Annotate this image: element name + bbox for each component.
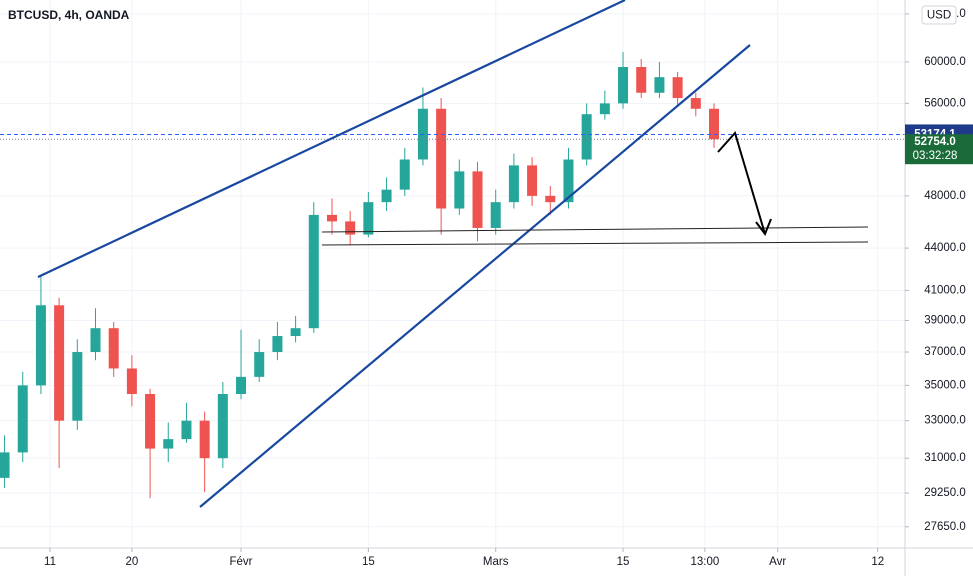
candle-body xyxy=(563,159,574,203)
candle-body xyxy=(618,67,629,104)
x-tick-label: Avr xyxy=(769,556,786,568)
candle-body xyxy=(17,385,28,453)
last-price-label: 52754.0 xyxy=(914,136,956,148)
y-tick-label: 39000.0 xyxy=(924,314,966,326)
x-tick-label: 20 xyxy=(125,556,138,568)
symbol-title: BTCUSD, 4h, OANDA xyxy=(8,8,130,22)
candle-body xyxy=(345,221,356,235)
candle-body xyxy=(599,103,610,115)
candle-body xyxy=(654,77,665,93)
candle-body xyxy=(126,368,137,395)
x-tick-label: Févr xyxy=(230,556,253,568)
candle-body xyxy=(527,165,538,196)
y-tick-label: 56000.0 xyxy=(924,97,966,109)
candle-body xyxy=(381,189,392,203)
candle-body xyxy=(254,352,265,377)
candle-body xyxy=(72,352,83,421)
candle-body xyxy=(181,420,192,440)
candle-body xyxy=(581,114,592,160)
candle-body xyxy=(272,336,283,353)
candle-body xyxy=(326,214,337,222)
x-tick-label: 13:00 xyxy=(691,556,720,568)
candle-body xyxy=(308,214,319,329)
y-tick-label: 37000.0 xyxy=(924,346,966,358)
candle-body xyxy=(199,420,210,459)
candle-body xyxy=(54,305,65,421)
x-tick-label: Mars xyxy=(483,556,509,568)
candle-body xyxy=(290,328,301,337)
candle-body xyxy=(454,171,465,209)
support-line xyxy=(321,226,869,233)
candle-body xyxy=(472,171,483,228)
candle-body xyxy=(0,452,10,478)
projection-arrow xyxy=(717,130,766,235)
candle-body xyxy=(690,98,701,109)
x-tick-label: 12 xyxy=(871,556,884,568)
last-price-box xyxy=(905,134,973,165)
candle-body xyxy=(672,77,683,99)
candle-body xyxy=(636,67,647,93)
x-tick-label: 11 xyxy=(44,556,56,568)
candle-body xyxy=(490,202,501,228)
candle-body xyxy=(35,305,46,386)
y-tick-label: 60000.0 xyxy=(924,56,966,68)
price-axis: 27650.0 29250.0 31000.0 33000.0 35000.0 37000… xyxy=(44,8,973,568)
y-tick-label: 41000.0 xyxy=(924,284,966,296)
trend-line xyxy=(37,0,626,278)
candle-body xyxy=(90,328,101,353)
y-tick-label: 44000.0 xyxy=(924,242,966,254)
y-tick-label: 33000.0 xyxy=(924,415,966,427)
support-line xyxy=(321,241,869,246)
currency-label[interactable]: USD xyxy=(927,10,951,22)
candle-body xyxy=(545,195,556,203)
y-tick-label: 31000.0 xyxy=(924,452,966,464)
arrow-head xyxy=(755,218,772,237)
countdown-label: 03:32:28 xyxy=(913,150,958,162)
x-tick-label: 15 xyxy=(617,556,630,568)
y-tick-label: 35000.0 xyxy=(924,379,966,391)
candle-body xyxy=(708,108,719,140)
candle-body xyxy=(436,108,447,209)
candle-body xyxy=(108,328,119,369)
trend-line xyxy=(199,44,751,508)
candle-body xyxy=(163,439,174,449)
candle-body xyxy=(217,394,228,459)
y-tick-label: 48000.0 xyxy=(924,190,966,202)
y-tick-label: 29250.0 xyxy=(924,487,966,499)
candle-body xyxy=(363,202,374,235)
currency-button[interactable] xyxy=(921,5,957,25)
candle-body xyxy=(508,165,519,203)
candle-body xyxy=(399,159,410,190)
y-tick-label: 27650.0 xyxy=(924,521,966,533)
plot-area xyxy=(0,0,905,548)
candle-body xyxy=(236,376,247,395)
x-tick-label: 15 xyxy=(362,556,375,568)
candle-body xyxy=(145,394,156,449)
